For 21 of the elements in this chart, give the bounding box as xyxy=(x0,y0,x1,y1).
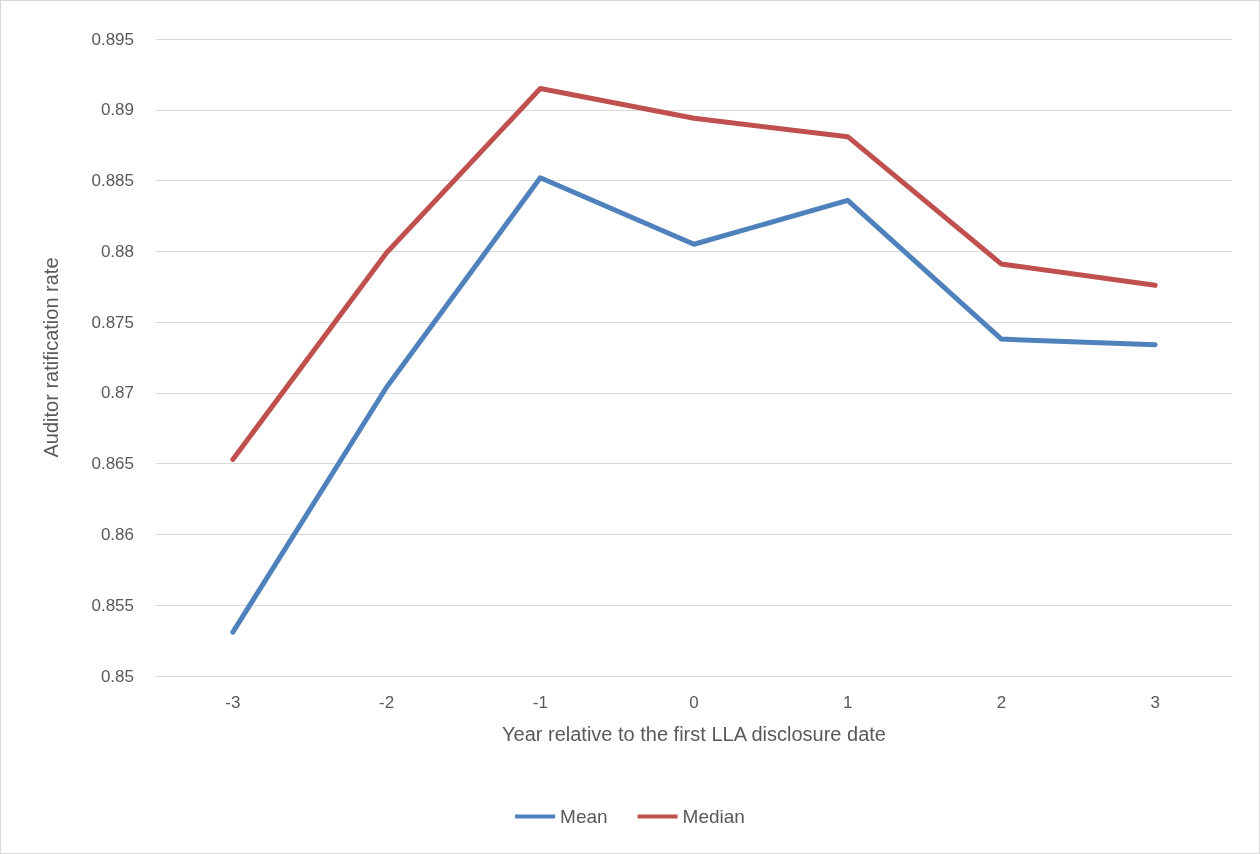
legend-label: Mean xyxy=(560,806,608,827)
y-tick-label: 0.88 xyxy=(100,241,134,261)
x-tick-label: -1 xyxy=(532,693,548,712)
y-axis-title: Auditor ratification rate xyxy=(40,257,62,458)
x-axis-title: Year relative to the first LLA disclosure date xyxy=(502,723,886,745)
x-tick-label: 0 xyxy=(689,693,699,712)
y-tick-label: 0.86 xyxy=(100,524,134,544)
y-tick-label: 0.895 xyxy=(91,29,134,49)
y-tick-label: 0.89 xyxy=(100,100,134,120)
y-tick-label: 0.865 xyxy=(91,454,134,474)
x-tick-label: 3 xyxy=(1150,693,1160,712)
x-tick-label: 1 xyxy=(842,693,853,712)
y-tick-label: 0.885 xyxy=(91,171,134,191)
x-tick-label: -3 xyxy=(225,693,241,712)
x-tick-label: -2 xyxy=(379,693,395,712)
y-tick-label: 0.875 xyxy=(91,312,134,332)
x-tick-label: 2 xyxy=(996,693,1007,712)
y-tick-label: 0.855 xyxy=(91,595,134,615)
legend-label: Median xyxy=(682,806,745,827)
y-tick-label: 0.87 xyxy=(100,383,134,403)
y-tick-label: 0.85 xyxy=(100,666,134,686)
